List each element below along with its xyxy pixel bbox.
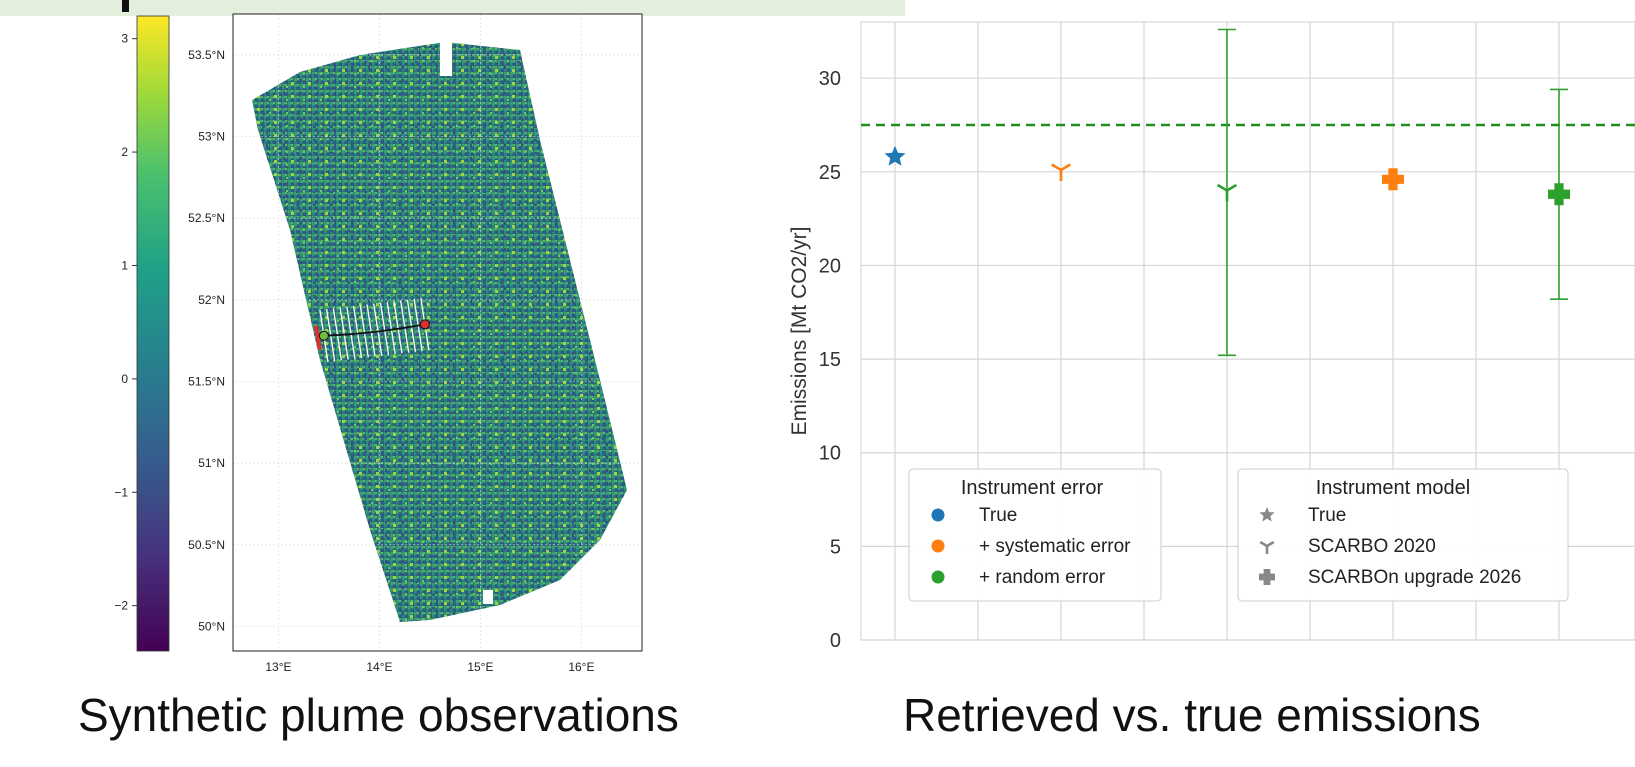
colorbar-tick-label: −1: [114, 485, 128, 499]
y-tick-label: 20: [819, 255, 841, 277]
legend-label: SCARBO 2020: [1308, 536, 1436, 557]
plume-transect: [379, 302, 390, 356]
legend-instrument-error: Instrument error True + systematic error + …: [908, 468, 1162, 602]
lat-tick-label: 52.5°N: [188, 211, 225, 225]
lat-tick-label: 50.5°N: [188, 538, 225, 552]
data-gap: [483, 590, 493, 604]
data-point-plus: [1548, 183, 1570, 206]
header-banner: [0, 0, 905, 16]
legend-box: [1237, 468, 1569, 602]
legend-swatch: [931, 539, 945, 553]
lon-tick-label: 15°E: [467, 660, 493, 674]
plume-transect: [339, 307, 349, 360]
y-tick-label: 30: [819, 68, 841, 90]
y-tick-label: 0: [830, 630, 841, 652]
legend-swatch: [931, 508, 945, 522]
source-marker-red: [313, 325, 322, 351]
legend-marker: [1259, 507, 1275, 522]
legend-title: Instrument model: [1316, 477, 1471, 499]
banner-mark: [122, 0, 129, 12]
legend-label: + random error: [979, 567, 1106, 588]
legend-marker: [1259, 540, 1275, 554]
lat-tick-label: 53°N: [198, 130, 225, 144]
legend-swatch: [931, 570, 945, 584]
colorbar-tick-label: 1: [121, 258, 128, 272]
plume-centerline: [323, 323, 426, 337]
data-point-tri: [1216, 183, 1238, 202]
lon-tick-label: 14°E: [366, 660, 392, 674]
lon-tick-label: 13°E: [265, 660, 291, 674]
left-caption: Synthetic plume observations: [78, 689, 679, 741]
data-point-tri: [1050, 163, 1072, 181]
swath-texture: [252, 42, 627, 622]
legend-label: True: [979, 505, 1017, 526]
y-axis-label: Emissions [Mt CO2/yr]: [788, 227, 811, 436]
plume-transect: [352, 305, 363, 359]
lat-tick-label: 52°N: [198, 293, 225, 307]
emissions-chart: 0 5 10 15 20 25 30 Emissions [Mt CO2/yr] Instrum…: [788, 21, 1635, 652]
lat-tick-label: 50°N: [198, 620, 225, 634]
lat-tick-label: 51.5°N: [188, 375, 225, 389]
lat-tick-label: 53.5°N: [188, 48, 225, 62]
plume-transect: [359, 305, 369, 358]
plume-transect: [393, 301, 403, 354]
data-point-plus: [1382, 168, 1404, 191]
plume-transect: [366, 304, 376, 357]
y-tick-label: 10: [819, 443, 841, 465]
plume-transect: [373, 303, 383, 356]
legend-label: SCARBOn upgrade 2026: [1308, 567, 1521, 588]
legend-instrument-model: Instrument model True SCARBO 2020 SCARBOn u…: [1237, 468, 1569, 602]
colorbar-tick-label: 0: [121, 372, 128, 386]
legend-box: [908, 468, 1162, 602]
map-axes-frame: [232, 13, 643, 652]
plume-transect: [386, 302, 396, 355]
data-gap: [440, 40, 452, 76]
plume-map-figure: 3 2 1 0 −1 −2 53.5°N 53°N 52.5°N 52°N 51.5°N 51°N 5…: [114, 13, 643, 674]
legend-label: + systematic error: [979, 536, 1131, 557]
plume-transect: [400, 300, 410, 353]
data-point-star: [884, 145, 906, 166]
plume-transect: [346, 306, 356, 359]
colorbar-tick-label: 2: [121, 145, 128, 159]
y-tick-label: 15: [819, 349, 841, 371]
legend-label: True: [1308, 505, 1346, 526]
colorbar: [136, 15, 170, 652]
y-tick-label: 5: [830, 536, 841, 558]
legend-marker: [1259, 569, 1275, 585]
y-tick-label: 25: [819, 162, 841, 184]
lon-tick-label: 16°E: [568, 660, 594, 674]
source-point: [318, 330, 329, 341]
lat-tick-label: 51°N: [198, 456, 225, 470]
right-caption: Retrieved vs. true emissions: [903, 689, 1481, 741]
legend-title: Instrument error: [961, 477, 1104, 499]
plume-end-point: [419, 319, 430, 330]
colorbar-tick-label: −2: [114, 599, 128, 613]
colorbar-tick-label: 3: [121, 32, 128, 46]
